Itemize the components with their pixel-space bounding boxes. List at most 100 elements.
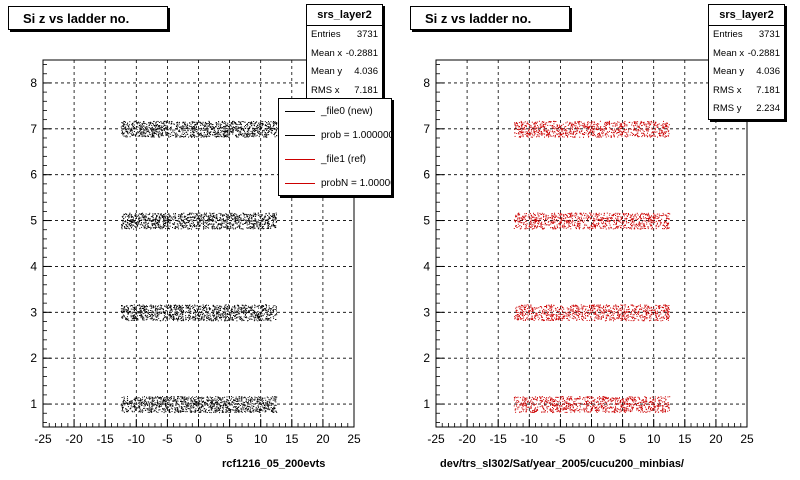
- scatter-point: [154, 403, 156, 405]
- scatter-point: [145, 218, 146, 220]
- scatter-point: [212, 314, 214, 316]
- scatter-point: [236, 400, 238, 402]
- scatter-point: [180, 411, 182, 413]
- scatter-point: [251, 315, 253, 317]
- scatter-point: [217, 312, 219, 314]
- scatter-point: [266, 219, 268, 221]
- scatter-point: [145, 308, 147, 310]
- scatter-point: [214, 215, 216, 217]
- scatter-point: [223, 404, 225, 406]
- scatter-point: [147, 306, 148, 308]
- scatter-point: [211, 408, 213, 410]
- scatter-point: [193, 306, 195, 308]
- scatter-point: [135, 222, 137, 223]
- scatter-point: [139, 132, 141, 134]
- scatter-point: [259, 408, 260, 410]
- scatter-point: [248, 132, 250, 134]
- scatter-point: [248, 129, 249, 131]
- scatter-point: [645, 397, 647, 399]
- scatter-point: [122, 122, 124, 124]
- scatter-point: [139, 314, 141, 316]
- scatter-point: [152, 316, 153, 318]
- scatter-point: [272, 213, 274, 215]
- scatter-point: [206, 311, 208, 313]
- scatter-point: [144, 401, 146, 403]
- scatter-point: [144, 306, 146, 308]
- scatter-point: [174, 311, 176, 313]
- scatter-point: [133, 218, 134, 220]
- scatter-point: [274, 122, 276, 124]
- scatter-point: [140, 219, 142, 221]
- scatter-point: [166, 224, 168, 226]
- scatter-point: [256, 402, 258, 404]
- scatter-point: [199, 311, 200, 313]
- scatter-point: [212, 399, 213, 401]
- scatter-point: [578, 398, 580, 400]
- scatter-point: [243, 214, 245, 215]
- scatter-point: [165, 219, 167, 221]
- scatter-point: [204, 129, 206, 131]
- scatter-point: [184, 130, 186, 132]
- scatter-point: [251, 214, 253, 216]
- scatter-point: [165, 212, 167, 214]
- scatter-point: [167, 129, 169, 131]
- scatter-point: [128, 132, 130, 134]
- scatter-point: [271, 132, 273, 134]
- scatter-point: [204, 225, 206, 227]
- scatter-point: [175, 399, 176, 401]
- scatter-point: [129, 225, 131, 226]
- scatter-point: [211, 226, 213, 228]
- scatter-point: [181, 125, 183, 127]
- scatter-point: [124, 228, 126, 229]
- scatter-point: [225, 128, 227, 130]
- scatter-point: [138, 402, 140, 403]
- scatter-point: [185, 123, 187, 125]
- scatter-point: [227, 309, 229, 311]
- scatter-point: [243, 310, 245, 311]
- scatter-point: [215, 132, 217, 134]
- scatter-point: [141, 314, 143, 316]
- scatter-point: [196, 404, 198, 406]
- scatter-point: [124, 121, 125, 122]
- scatter-point: [530, 407, 532, 409]
- scatter-point: [212, 213, 214, 215]
- scatter-point: [124, 308, 126, 310]
- scatter-point: [122, 132, 124, 134]
- scatter-point: [183, 225, 185, 227]
- scatter-point: [219, 406, 221, 408]
- scatter-point: [176, 223, 178, 225]
- scatter-point: [273, 123, 275, 125]
- scatter-point: [125, 318, 127, 320]
- scatter-point: [196, 410, 198, 412]
- scatter-point: [273, 398, 275, 400]
- scatter-point: [177, 226, 179, 228]
- scatter-point: [147, 408, 149, 410]
- scatter-point: [141, 226, 143, 228]
- scatter-point: [169, 408, 171, 410]
- scatter-point: [200, 216, 202, 218]
- scatter-point: [204, 212, 205, 214]
- scatter-band: [120, 120, 278, 138]
- scatter-point: [232, 316, 233, 318]
- scatter-point: [200, 130, 202, 132]
- scatter-point: [641, 407, 643, 409]
- scatter-point: [232, 318, 233, 320]
- scatter-point: [266, 128, 268, 130]
- scatter-point: [546, 408, 548, 410]
- scatter-point: [165, 127, 167, 129]
- scatter-point: [261, 134, 263, 136]
- scatter-point: [155, 127, 156, 129]
- scatter-point: [234, 316, 236, 318]
- scatter-point: [164, 311, 166, 313]
- y-tick-label: 4: [423, 259, 430, 273]
- scatter-point: [199, 212, 201, 214]
- scatter-point: [129, 225, 131, 227]
- scatter-point: [189, 125, 191, 127]
- scatter-point: [235, 401, 237, 402]
- scatter-point: [133, 124, 135, 126]
- scatter-point: [217, 134, 219, 136]
- scatter-point: [254, 307, 256, 309]
- scatter-point: [196, 215, 198, 217]
- scatter-point: [211, 126, 213, 128]
- scatter-point: [162, 308, 163, 310]
